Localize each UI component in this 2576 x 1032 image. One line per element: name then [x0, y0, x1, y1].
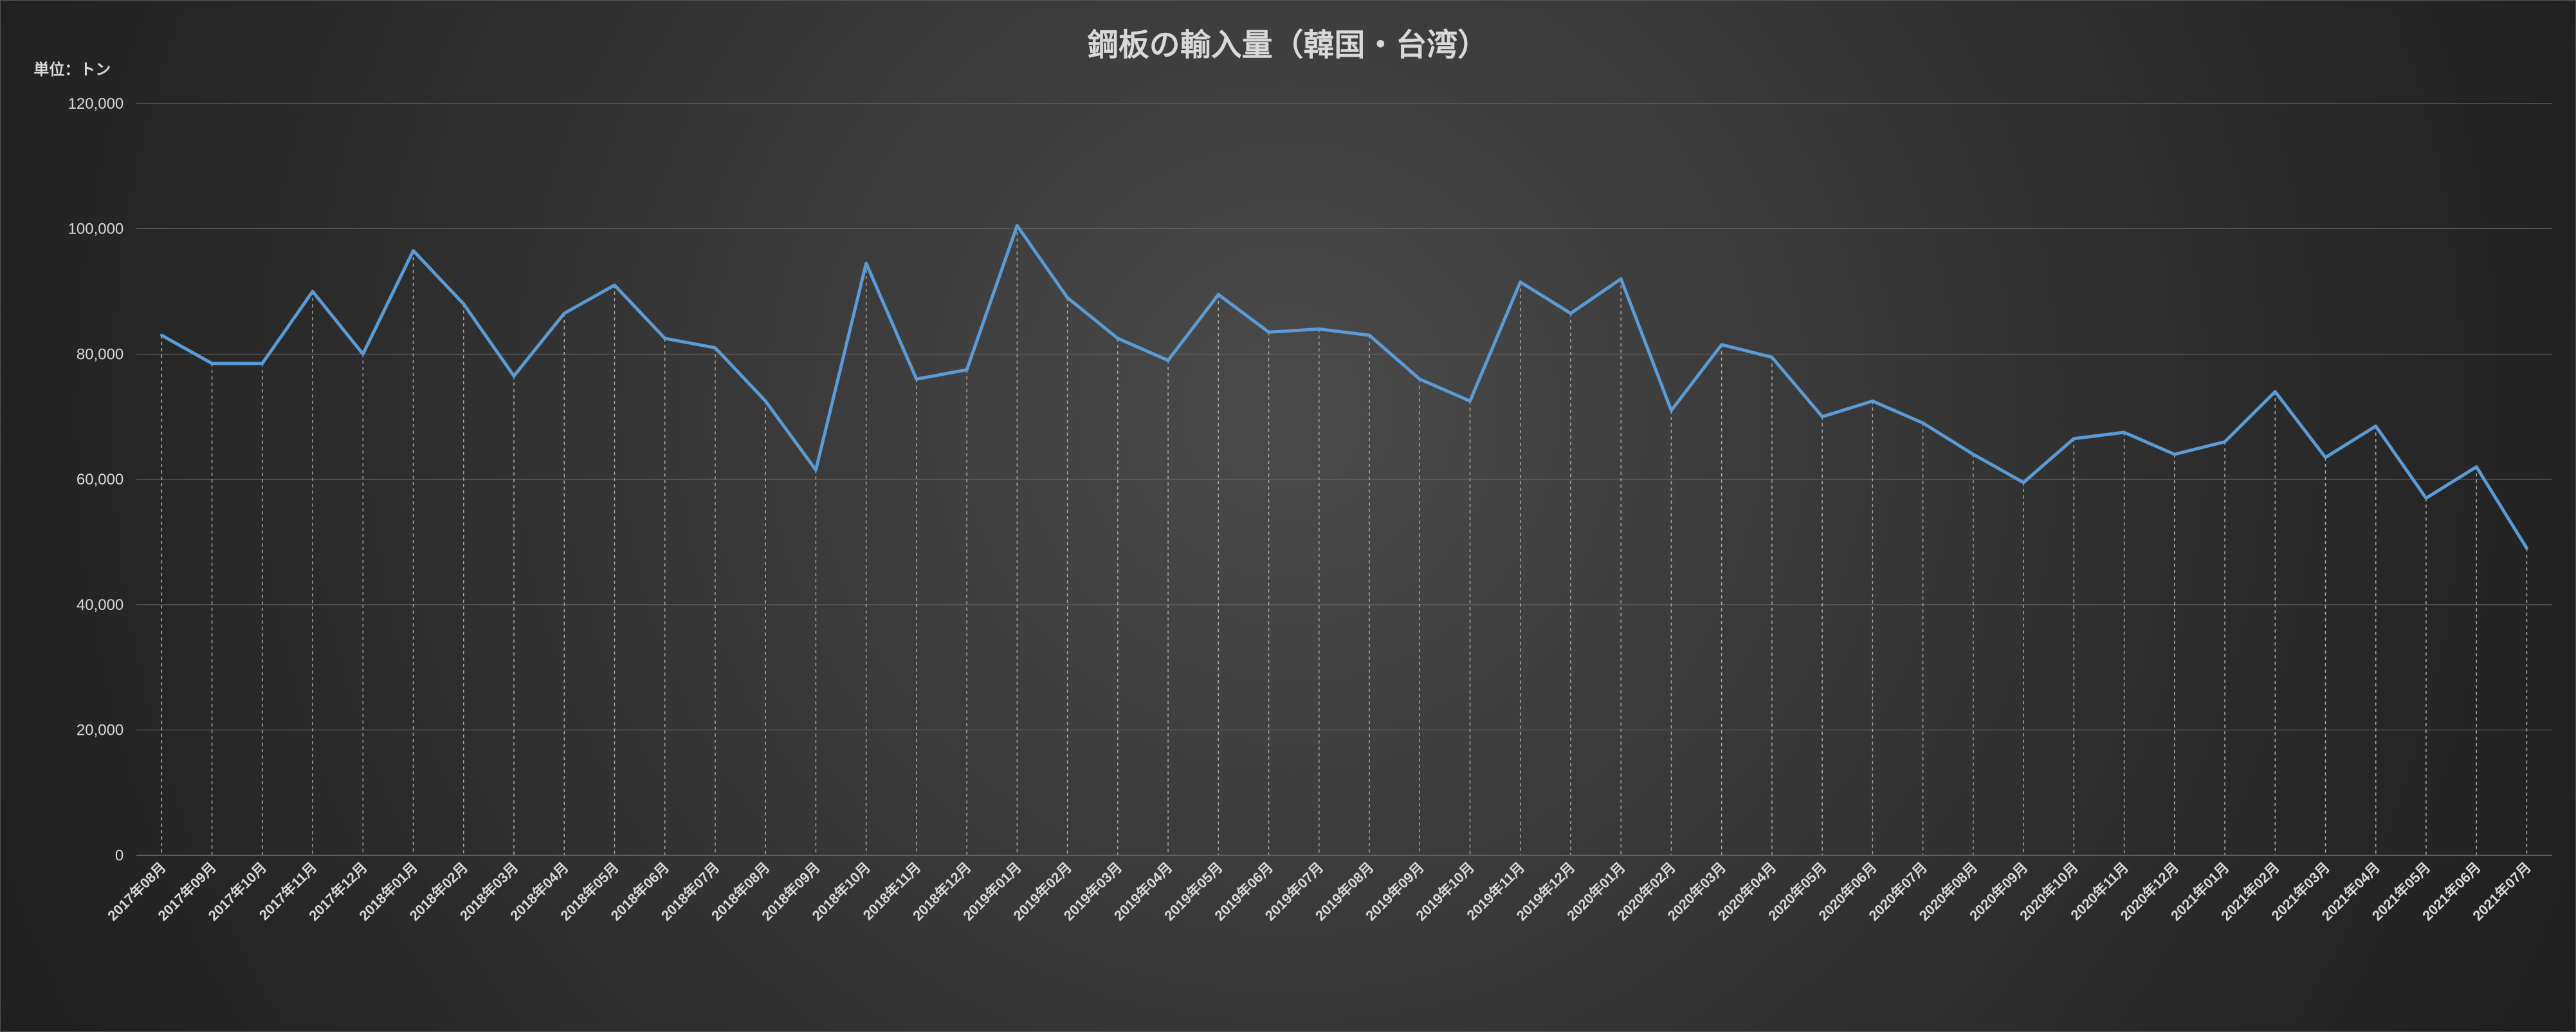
unit-label: 単位：トン	[33, 60, 111, 78]
line-chart: 鋼板の輸入量（韓国・台湾） 単位：トン 0 20,000 40,000 60,000 80,…	[1, 1, 2575, 1031]
chart-container: 鋼板の輸入量（韓国・台湾） 単位：トン 0 20,000 40,000 60,000 80,…	[0, 0, 2576, 1032]
series-line	[161, 226, 2526, 548]
y-tick-label: 100,000	[68, 221, 124, 238]
y-tick-label: 60,000	[77, 471, 123, 488]
chart-title: 鋼板の輸入量（韓国・台湾）	[1088, 28, 1488, 62]
y-tick-label: 120,000	[68, 95, 124, 113]
y-tick-label: 80,000	[77, 346, 123, 363]
y-tick-label: 20,000	[77, 722, 123, 739]
y-tick-label: 40,000	[77, 596, 123, 614]
y-tick-label: 0	[115, 847, 123, 864]
